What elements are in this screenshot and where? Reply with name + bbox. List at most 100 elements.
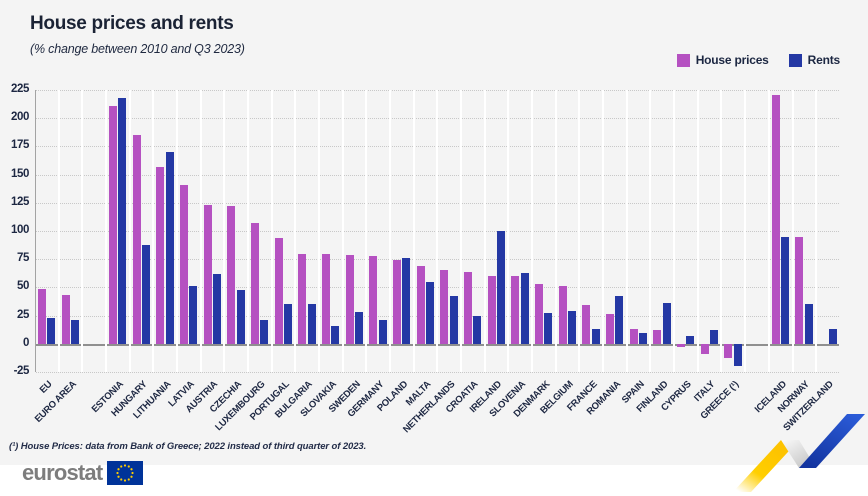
house-prices-bar <box>558 286 567 344</box>
rents-bar <box>662 303 671 344</box>
house-prices-bar <box>605 314 614 344</box>
rents-bar <box>189 286 198 344</box>
legend-label-house-prices: House prices <box>695 53 769 67</box>
house-prices-bar <box>534 284 543 344</box>
y-tick-label: 100 <box>11 224 29 236</box>
house-prices-bar <box>416 265 425 344</box>
rents-bar <box>165 152 174 344</box>
rents-bar <box>118 97 127 344</box>
rents-bar <box>544 313 553 344</box>
house-prices-bar <box>771 94 780 344</box>
y-tick-label: 0 <box>23 336 29 349</box>
rents-bar <box>615 296 624 344</box>
y-tick-label: 125 <box>11 195 29 208</box>
ribbon-decoration-icon <box>733 414 865 492</box>
bar-column: PORTUGAL <box>248 90 295 423</box>
y-tick-label: 200 <box>11 111 29 124</box>
plot-area: EU EURO AREA ESTONIA HUNGARY LITHUANIA LATVIA… <box>32 90 839 435</box>
bar-column: GERMANY <box>345 90 389 420</box>
bar-column: HUNGARY <box>109 90 153 419</box>
chart-subtitle: (% change between 2010 and Q3 2023) <box>30 42 245 56</box>
bar-column: FINLAND <box>634 90 673 415</box>
bar-column: BELGIUM <box>538 90 579 416</box>
bar-column: POLAND <box>375 90 413 414</box>
bar-column: MALTA <box>404 90 437 408</box>
house-prices-bar <box>132 135 141 344</box>
house-prices-bar <box>653 330 662 344</box>
bar-column: EURO AREA <box>32 90 82 425</box>
house-prices-bar <box>156 166 165 344</box>
eurostat-logo: eurostat <box>22 460 144 485</box>
y-tick-label: 75 <box>17 252 29 265</box>
x-category-label: EU <box>37 379 55 396</box>
eu-flag-icon <box>107 461 144 485</box>
rents-bar <box>639 332 648 344</box>
house-prices-bar <box>487 276 496 344</box>
rents-bar <box>686 335 695 344</box>
rents-bar <box>591 329 600 344</box>
rents-bar <box>142 244 151 344</box>
house-prices-bar <box>700 343 709 354</box>
rents-bar <box>828 329 837 344</box>
rents-bar <box>378 320 387 344</box>
house-prices-bar <box>582 305 591 344</box>
rents-bar <box>260 320 269 344</box>
bar-column: DENMARK <box>511 90 555 420</box>
house-prices-bar <box>37 288 46 344</box>
bar-column: IRELAND <box>468 90 508 415</box>
bar-column: EU <box>36 90 58 396</box>
rents-bar <box>236 289 245 344</box>
y-tick-label: 50 <box>17 280 29 293</box>
y-axis-labels: 225 200 175 150 125 100 75 50 25 0 -25 <box>0 83 30 377</box>
rents-bar <box>213 273 222 344</box>
legend-item-house-prices: House prices <box>676 53 769 67</box>
rents-bar <box>473 315 482 344</box>
rents-bar <box>781 236 790 344</box>
rents-bar <box>284 304 293 344</box>
house-prices-bar <box>369 255 378 344</box>
bar-column: LUXEMBOURG <box>213 90 271 433</box>
rents-bar <box>307 304 316 344</box>
house-prices-bar <box>298 253 307 344</box>
rents-bar <box>804 304 813 344</box>
rents-bar <box>47 317 56 344</box>
house-prices-bar <box>440 270 449 344</box>
bar-column: SWITZERLAND <box>781 90 839 433</box>
house-prices-bar <box>724 343 733 359</box>
house-prices-swatch-icon <box>676 53 690 67</box>
spacer-column <box>81 90 105 372</box>
house-prices-bar <box>629 329 638 344</box>
bar-column: FRANCE <box>565 90 602 414</box>
rents-bar <box>355 312 364 344</box>
bar-column: SPAIN <box>620 90 650 406</box>
legend-item-rents: Rents <box>788 53 840 67</box>
rents-bar <box>449 296 458 344</box>
rents-bar <box>733 343 742 367</box>
spacer-column <box>744 90 768 372</box>
house-prices-bar <box>676 343 685 348</box>
bar-column: LITHUANIA <box>131 90 176 421</box>
y-tick-label: 225 <box>11 83 29 95</box>
bar-column: CROATIA <box>444 90 484 415</box>
house-prices-bar <box>392 260 401 344</box>
y-tick-label: 175 <box>11 139 29 152</box>
house-prices-bar <box>250 223 259 344</box>
bar-column: GREECE (¹) <box>698 90 744 422</box>
footnote: (¹) House Prices: data from Bank of Gree… <box>9 441 367 452</box>
house-prices-bar <box>463 271 472 344</box>
bar-column: CYPRUS <box>659 90 697 414</box>
gridline <box>36 372 839 373</box>
footer-band <box>0 465 868 496</box>
house-prices-bar <box>321 253 330 344</box>
eurostat-wordmark: eurostat <box>22 460 103 485</box>
bar-column: SLOVAKIA <box>298 90 342 419</box>
bar-column: CZECHIA <box>208 90 247 415</box>
y-tick-label: 150 <box>11 167 29 180</box>
rents-bar <box>426 281 435 344</box>
legend: House prices Rents <box>676 53 840 67</box>
bar-column: ITALY <box>692 90 721 404</box>
house-prices-bar <box>203 205 212 344</box>
rents-bar <box>402 258 411 344</box>
rents-swatch-icon <box>788 53 802 67</box>
bar-column: BULGARIA <box>273 90 318 421</box>
